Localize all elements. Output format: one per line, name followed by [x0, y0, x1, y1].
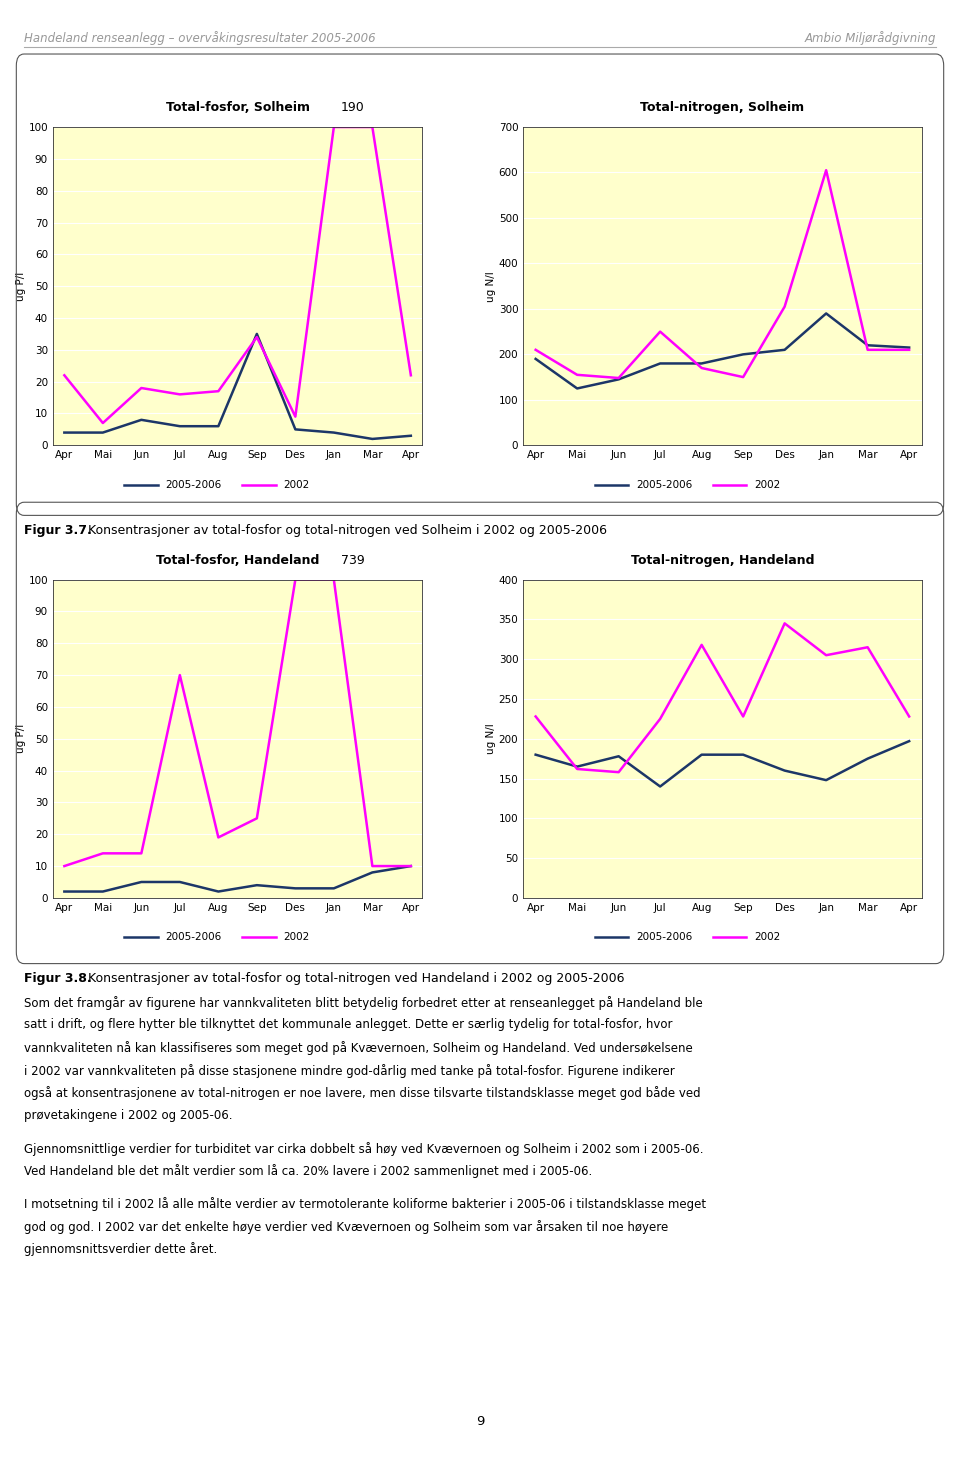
Text: 2002: 2002	[755, 933, 780, 942]
Text: 2005-2006: 2005-2006	[636, 933, 692, 942]
Text: 2002: 2002	[284, 480, 310, 489]
Text: Konsentrasjoner av total-fosfor og total-nitrogen ved Solheim i 2002 og 2005-200: Konsentrasjoner av total-fosfor og total…	[84, 524, 607, 537]
Text: 9: 9	[476, 1415, 484, 1428]
Text: Figur 3.7.: Figur 3.7.	[24, 524, 92, 537]
Text: også at konsentrasjonene av total-nitrogen er noe lavere, men disse tilsvarte ti: også at konsentrasjonene av total-nitrog…	[24, 1086, 701, 1101]
Text: prøvetakingene i 2002 og 2005-06.: prøvetakingene i 2002 og 2005-06.	[24, 1110, 232, 1121]
Text: satt i drift, og flere hytter ble tilknyttet det kommunale anlegget. Dette er sæ: satt i drift, og flere hytter ble tilkny…	[24, 1019, 673, 1031]
Text: Total-fosfor, Handeland: Total-fosfor, Handeland	[156, 553, 320, 566]
Text: gjennomsnittsverdier dette året.: gjennomsnittsverdier dette året.	[24, 1242, 217, 1257]
Text: Handeland renseanlegg – overvåkingsresultater 2005-2006: Handeland renseanlegg – overvåkingsresul…	[24, 31, 375, 45]
Text: Total-fosfor, Solheim: Total-fosfor, Solheim	[165, 101, 309, 114]
Text: i 2002 var vannkvaliteten på disse stasjonene mindre god-dårlig med tanke på tot: i 2002 var vannkvaliteten på disse stasj…	[24, 1063, 675, 1077]
Text: I motsetning til i 2002 lå alle målte verdier av termotolerante koliforme bakter: I motsetning til i 2002 lå alle målte ve…	[24, 1197, 707, 1212]
Text: Som det framgår av figurene har vannkvaliteten blitt betydelig forbedret etter a: Som det framgår av figurene har vannkval…	[24, 996, 703, 1010]
Text: Gjennomsnittlige verdier for turbiditet var cirka dobbelt så høy ved Kvævernoen : Gjennomsnittlige verdier for turbiditet …	[24, 1142, 704, 1156]
Y-axis label: ug N/l: ug N/l	[486, 270, 496, 302]
Text: god og god. I 2002 var det enkelte høye verdier ved Kvævernoen og Solheim som va: god og god. I 2002 var det enkelte høye …	[24, 1221, 668, 1234]
Text: Konsentrasjoner av total-fosfor og total-nitrogen ved Handeland i 2002 og 2005-2: Konsentrasjoner av total-fosfor og total…	[84, 972, 624, 986]
Y-axis label: ug P/l: ug P/l	[15, 272, 26, 301]
Text: vannkvaliteten nå kan klassifiseres som meget god på Kvævernoen, Solheim og Hand: vannkvaliteten nå kan klassifiseres som …	[24, 1041, 693, 1056]
Text: Ved Handeland ble det målt verdier som lå ca. 20% lavere i 2002 sammenlignet med: Ved Handeland ble det målt verdier som l…	[24, 1165, 592, 1178]
Text: Figur 3.8.: Figur 3.8.	[24, 972, 91, 986]
Text: Total-nitrogen, Solheim: Total-nitrogen, Solheim	[640, 101, 804, 114]
Text: 2005-2006: 2005-2006	[165, 480, 222, 489]
Text: 2005-2006: 2005-2006	[636, 480, 692, 489]
Text: 739: 739	[341, 553, 365, 566]
Text: 2002: 2002	[284, 933, 310, 942]
Text: 190: 190	[341, 101, 365, 114]
Text: 2002: 2002	[755, 480, 780, 489]
Text: Total-nitrogen, Handeland: Total-nitrogen, Handeland	[631, 553, 814, 566]
Text: Ambio Miljørådgivning: Ambio Miljørådgivning	[804, 31, 936, 45]
Y-axis label: ug P/l: ug P/l	[15, 724, 26, 753]
Y-axis label: ug N/l: ug N/l	[486, 723, 495, 755]
Text: 2005-2006: 2005-2006	[165, 933, 222, 942]
